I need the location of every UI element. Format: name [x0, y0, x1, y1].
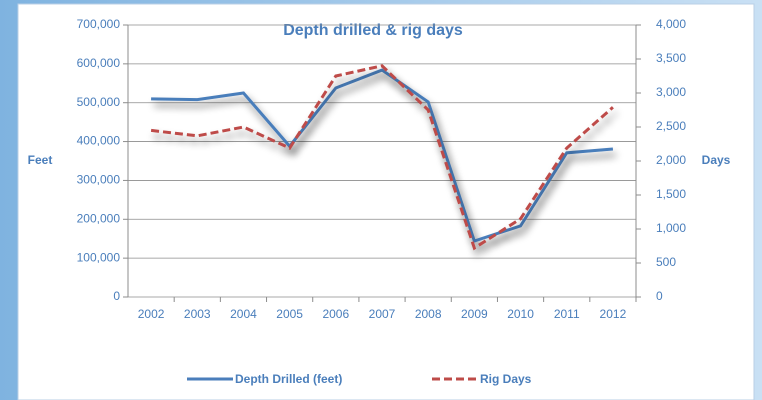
y2-tick-label: 1,000 — [656, 221, 686, 235]
y2-tick-label: 1,500 — [656, 187, 686, 201]
y-axis-label: Feet — [28, 153, 53, 167]
series-line — [150, 64, 614, 251]
x-tick-label: 2009 — [461, 307, 488, 321]
y-tick-label: 700,000 — [77, 17, 121, 31]
x-tick-label: 2010 — [507, 307, 534, 321]
y2-tick-label: 0 — [656, 289, 663, 303]
y-tick-label: 500,000 — [77, 95, 121, 109]
y2-axis-label: Days — [702, 153, 731, 167]
legend-label: Rig Days — [480, 372, 532, 386]
y2-tick-label: 4,000 — [656, 17, 686, 31]
x-tick-label: 2012 — [600, 307, 627, 321]
x-tick-label: 2003 — [184, 307, 211, 321]
y-tick-label: 200,000 — [77, 211, 121, 225]
y-tick-label: 400,000 — [77, 134, 121, 148]
series-line — [151, 68, 614, 243]
y2-tick-label: 500 — [656, 255, 676, 269]
x-tick-label: 2006 — [322, 307, 349, 321]
y2-tick-label: 3,500 — [656, 51, 686, 65]
x-tick-label: 2004 — [230, 307, 257, 321]
y-tick-label: 300,000 — [77, 173, 121, 187]
y-tick-label: 100,000 — [77, 250, 121, 264]
x-tick-label: 2005 — [276, 307, 303, 321]
y2-tick-label: 2,500 — [656, 119, 686, 133]
y-tick-label: 0 — [113, 289, 120, 303]
x-tick-label: 2007 — [369, 307, 396, 321]
legend-label: Depth Drilled (feet) — [235, 372, 342, 386]
y-tick-label: 600,000 — [77, 56, 121, 70]
x-tick-label: 2002 — [138, 307, 165, 321]
x-tick-label: 2008 — [415, 307, 442, 321]
chart-title: Depth drilled & rig days — [283, 22, 463, 39]
y2-tick-label: 2,000 — [656, 153, 686, 167]
x-tick-label: 2011 — [554, 307, 580, 321]
y2-tick-label: 3,000 — [656, 85, 686, 99]
